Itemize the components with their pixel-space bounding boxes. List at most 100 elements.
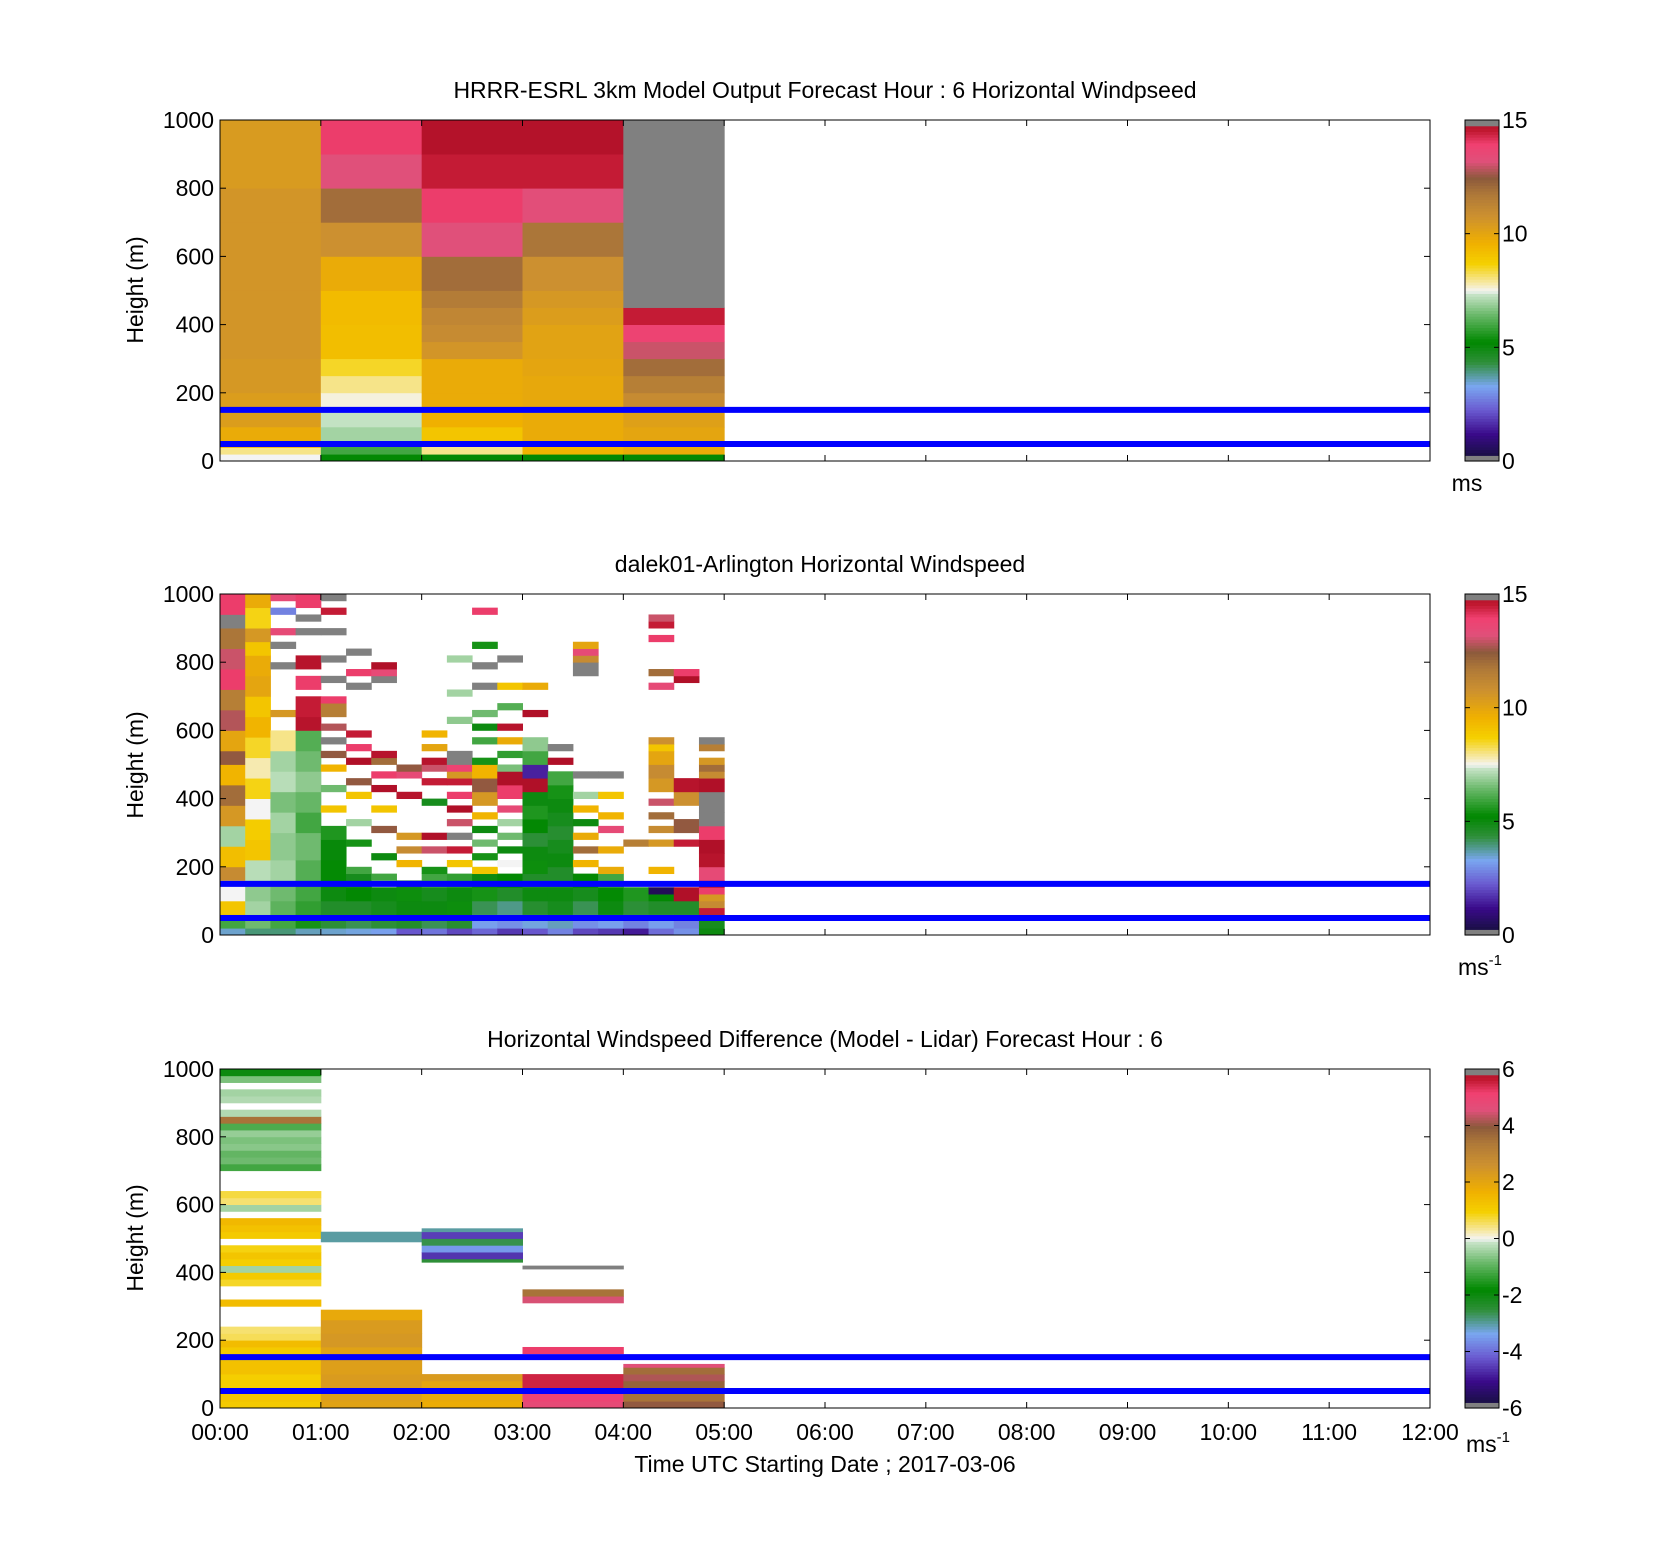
y-tick-label: 1000 xyxy=(163,581,214,607)
colorbar-segment xyxy=(1465,134,1499,138)
colorbar-segment xyxy=(1465,909,1499,913)
colorbar-segment xyxy=(1465,199,1499,204)
heatmap-cell xyxy=(572,791,599,799)
heatmap-cell xyxy=(396,928,423,935)
heatmap-cell xyxy=(522,324,624,360)
colorbar-segment xyxy=(1465,341,1499,346)
heatmap-cell xyxy=(472,887,498,902)
colorbar-segment xyxy=(1465,1368,1499,1372)
colorbar-segment xyxy=(1465,733,1499,737)
colorbar-tick-label: 0 xyxy=(1502,1226,1515,1252)
colorbar-segment xyxy=(1465,299,1499,303)
heatmap-cell xyxy=(472,737,498,745)
colorbar-segment xyxy=(1465,1131,1499,1135)
heatmap-cell xyxy=(547,887,574,902)
heatmap-cell xyxy=(220,1265,322,1273)
heatmap-cell xyxy=(295,655,322,670)
colorbar-segment xyxy=(1465,628,1499,632)
colorbar-segment xyxy=(1465,276,1499,280)
colorbar-segment xyxy=(1465,375,1499,380)
x-tick-label: 12:00 xyxy=(1401,1419,1459,1445)
colorbar-segment xyxy=(1465,270,1499,275)
heatmap-cell xyxy=(472,709,498,718)
heatmap-cell xyxy=(245,900,271,915)
colorbar-segment xyxy=(1465,883,1499,888)
heatmap-cell xyxy=(220,1075,322,1083)
colorbar-segment xyxy=(1465,1187,1499,1192)
heatmap-cell xyxy=(698,907,725,915)
heatmap-cell xyxy=(623,1367,725,1375)
heatmap-cell xyxy=(698,839,725,854)
colorbar-segment xyxy=(1465,1094,1499,1098)
panel-title: dalek01-Arlington Horizontal Windspeed xyxy=(615,551,1025,577)
heatmap-cell xyxy=(623,392,725,411)
colorbar-segment xyxy=(1465,875,1499,879)
heatmap-cell xyxy=(698,900,725,909)
heatmap-cell xyxy=(421,392,523,411)
heatmap-cell xyxy=(245,675,271,697)
heatmap-cell xyxy=(673,778,700,793)
colorbar-frame xyxy=(1464,119,1500,462)
heatmap-cell xyxy=(320,222,423,257)
heatmap-cell xyxy=(522,859,549,875)
heatmap-cell xyxy=(270,607,297,615)
colorbar-segment xyxy=(1465,1295,1499,1299)
y-tick-label: 1000 xyxy=(163,107,214,133)
colorbar-segment xyxy=(1465,364,1499,368)
heatmap-cell xyxy=(497,750,523,759)
colorbar-segment xyxy=(1465,770,1499,774)
colorbar-segment xyxy=(1465,824,1499,828)
colorbar-segment xyxy=(1465,193,1499,198)
y-axis-label: Height (m) xyxy=(122,236,148,343)
heatmap-cell xyxy=(623,1380,725,1389)
heatmap-cell xyxy=(497,771,523,786)
panel-model: HRRR-ESRL 3km Model Output Forecast Hour… xyxy=(122,77,1528,496)
heatmap-cell xyxy=(547,928,574,935)
heatmap-cell xyxy=(421,1380,523,1389)
x-ticks xyxy=(219,594,1431,935)
colorbar-segment xyxy=(1465,196,1499,201)
colorbar-segment xyxy=(1465,233,1499,238)
heatmap-cell xyxy=(295,791,322,813)
heatmap-cell xyxy=(497,819,523,827)
colorbar-segment xyxy=(1465,852,1499,857)
colorbar-segment xyxy=(1465,281,1499,286)
heatmap-cell xyxy=(396,900,423,915)
colorbar-segment xyxy=(1465,719,1499,723)
y-ticks: 0 200 400 600 800 1000 xyxy=(163,107,1430,474)
colorbar-segment xyxy=(1465,202,1499,206)
heatmap-cell xyxy=(572,771,599,779)
heatmap-cell xyxy=(270,791,297,813)
colorbar-segment xyxy=(1465,426,1499,431)
colorbar-segment xyxy=(1465,684,1499,689)
colorbar-segment xyxy=(1465,1235,1499,1240)
colorbar-segment xyxy=(1465,1091,1499,1096)
heatmap-cell xyxy=(522,682,549,690)
heatmap-cell xyxy=(220,1143,322,1151)
colorbar-segment xyxy=(1465,1088,1499,1093)
heatmap-cell xyxy=(295,716,322,731)
heatmap-cell xyxy=(522,1401,624,1408)
colorbar-tick-label: -6 xyxy=(1502,1395,1522,1421)
heatmap-cell xyxy=(346,669,372,677)
y-tick-label: 200 xyxy=(176,854,214,880)
heatmap-cell xyxy=(623,324,725,343)
colorbar-segment xyxy=(1465,395,1499,400)
colorbar-tick-label: 0 xyxy=(1502,922,1515,948)
heatmap-cell xyxy=(270,594,297,602)
colorbar-segment xyxy=(1465,262,1499,266)
heatmap-cell xyxy=(446,689,473,697)
colorbar-segment xyxy=(1465,1359,1499,1364)
heatmap-cell xyxy=(673,791,700,806)
colorbar-segment xyxy=(1465,1345,1499,1350)
colorbar-unit: ms-1 xyxy=(1458,952,1502,980)
colorbar-segment xyxy=(1465,247,1499,252)
heatmap-cell xyxy=(320,1374,423,1389)
heatmap-cell xyxy=(446,887,473,902)
heatmap-cell xyxy=(295,730,322,752)
colorbar-segment xyxy=(1465,920,1499,925)
colorbar-segment xyxy=(1465,858,1499,862)
colorbar-tick-label: 15 xyxy=(1502,107,1528,133)
heatmap-cell xyxy=(472,812,498,820)
heatmap-cell xyxy=(522,307,624,325)
